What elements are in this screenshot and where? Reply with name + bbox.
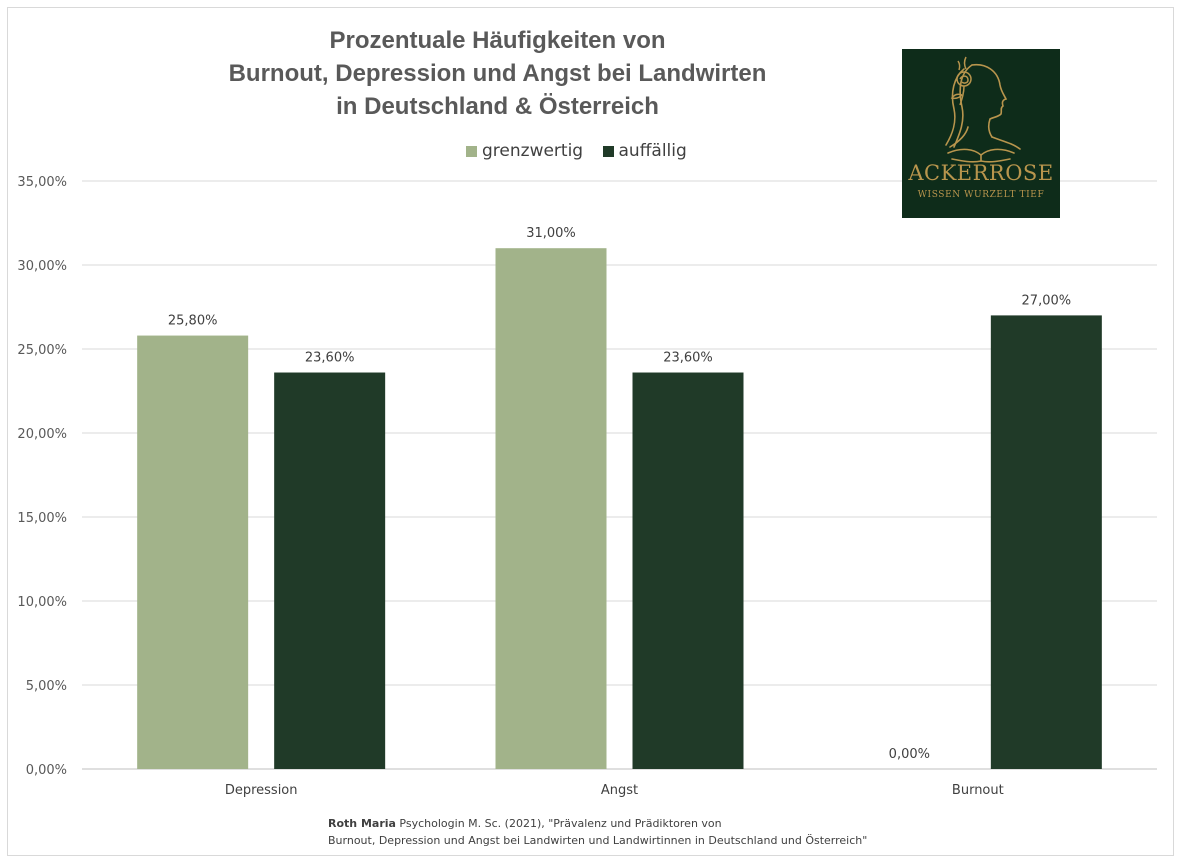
source-author: Roth Maria [328, 817, 396, 830]
legend-item-grenzwertig: grenzwertig [466, 141, 583, 161]
bar-grenzwertig-angst [495, 248, 607, 769]
logo-wordmark: ACKERROSE [908, 161, 1054, 185]
logo-tagline: WISSEN WURZELT TIEF [917, 190, 1045, 200]
data-label: 31,00% [526, 226, 576, 241]
source-line-2: Burnout, Depression und Angst bei Landwi… [328, 834, 868, 847]
source-line-1-rest: Psychologin M. Sc. (2021), "Prävalenz un… [395, 817, 722, 830]
data-label: 0,00% [889, 747, 930, 762]
legend-item-auffaellig: auffällig [602, 141, 687, 161]
y-tick-label: 5,00% [26, 679, 67, 694]
legend-swatch-grenzwertig [466, 145, 477, 157]
y-tick-label: 15,00% [17, 511, 67, 526]
x-tick-label: Burnout [952, 783, 1004, 798]
y-tick-label: 0,00% [26, 763, 67, 778]
ackerrose-logo: ACKERROSE WISSEN WURZELT TIEF [902, 49, 1060, 218]
legend-label-auffaellig: auffällig [618, 141, 687, 161]
bar-auffällig-angst [632, 372, 744, 769]
y-tick-label: 30,00% [17, 259, 67, 274]
y-tick-label: 25,00% [17, 343, 67, 358]
source-line-1: Roth Maria Psychologin M. Sc. (2021), "P… [328, 815, 867, 832]
y-tick-label: 10,00% [17, 595, 67, 610]
chart-title: Prozentuale Häufigkeiten von Burnout, De… [0, 24, 995, 123]
legend-swatch-auffaellig [602, 145, 614, 157]
title-line-2: Burnout, Depression und Angst bei Landwi… [228, 60, 767, 87]
title-line-3: in Deutschland & Österreich [336, 93, 659, 120]
y-tick-label: 35,00% [17, 175, 67, 190]
data-label: 27,00% [1022, 293, 1072, 308]
y-tick-label: 20,00% [17, 427, 67, 442]
bar-auffällig-depression [274, 372, 386, 769]
legend-label-grenzwertig: grenzwertig [482, 141, 584, 161]
data-label: 23,60% [663, 351, 713, 366]
source-citation: Roth Maria Psychologin M. Sc. (2021), "P… [328, 815, 867, 849]
bar-auffällig-burnout [990, 315, 1102, 769]
woman-rose-emblem-icon [945, 56, 1021, 163]
x-tick-label: Angst [601, 783, 638, 798]
x-tick-label: Depression [225, 783, 298, 798]
data-label: 25,80% [168, 314, 218, 329]
data-label: 23,60% [305, 351, 355, 366]
title-line-1: Prozentuale Häufigkeiten von [329, 27, 666, 54]
bar-grenzwertig-depression [137, 335, 249, 769]
